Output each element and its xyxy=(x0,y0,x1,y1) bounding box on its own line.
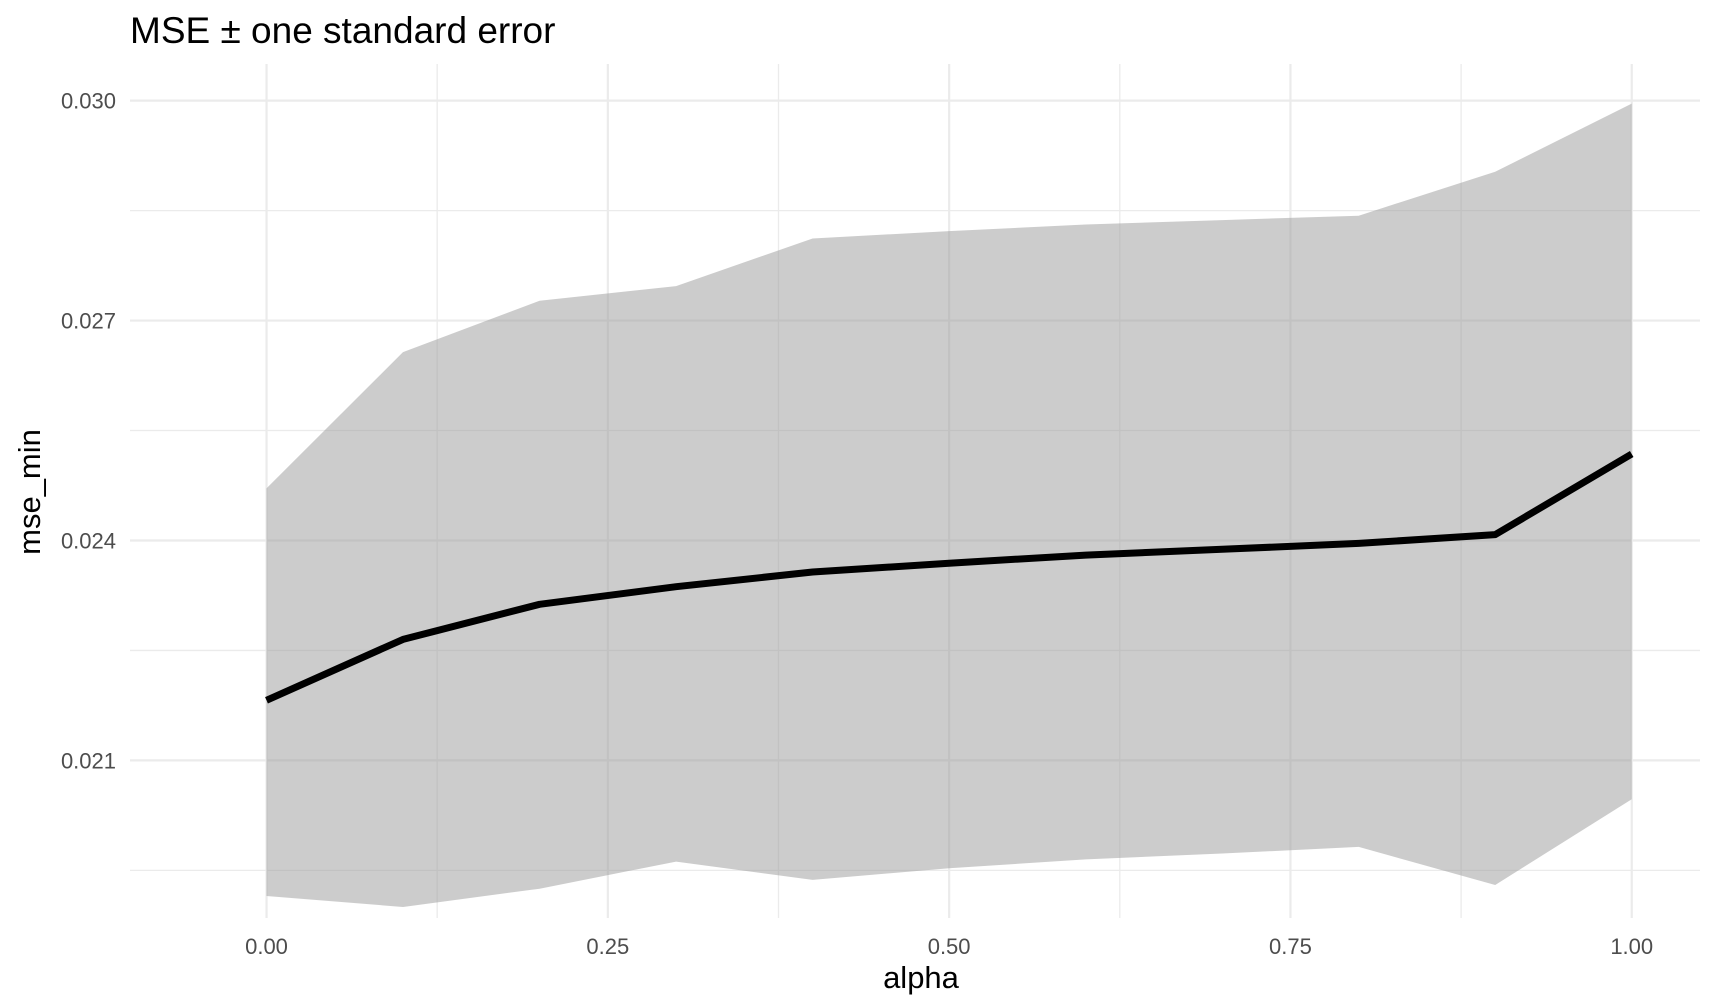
mse-line-layer xyxy=(265,450,1634,704)
x-tick-label-2: 0.50 xyxy=(928,934,971,959)
mse-min-line xyxy=(265,450,1634,704)
x-axis-title: alpha xyxy=(883,960,960,995)
x-tick-label-3: 0.75 xyxy=(1269,934,1312,959)
y-axis-tick-labels: 0.021 0.024 0.027 0.030 xyxy=(61,89,116,774)
y-tick-label-2: 0.027 xyxy=(61,309,116,334)
y-axis-title: mse_min xyxy=(12,429,47,555)
standard-error-band xyxy=(266,103,1632,908)
chart-title: MSE ± one standard error xyxy=(130,10,555,51)
x-tick-label-1: 0.25 xyxy=(586,934,629,959)
x-tick-label-4: 1.00 xyxy=(1610,934,1653,959)
y-tick-label-1: 0.024 xyxy=(61,528,116,553)
standard-error-band-layer xyxy=(266,103,1632,908)
x-axis-tick-labels: 0.00 0.25 0.50 0.75 1.00 xyxy=(245,934,1653,959)
y-tick-label-0: 0.021 xyxy=(61,748,116,773)
x-tick-label-0: 0.00 xyxy=(245,934,288,959)
y-tick-label-3: 0.030 xyxy=(61,89,116,114)
